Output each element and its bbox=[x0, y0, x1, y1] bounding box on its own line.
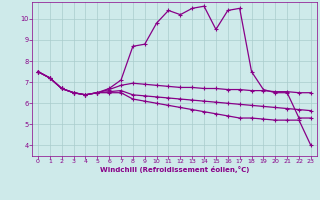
X-axis label: Windchill (Refroidissement éolien,°C): Windchill (Refroidissement éolien,°C) bbox=[100, 166, 249, 173]
